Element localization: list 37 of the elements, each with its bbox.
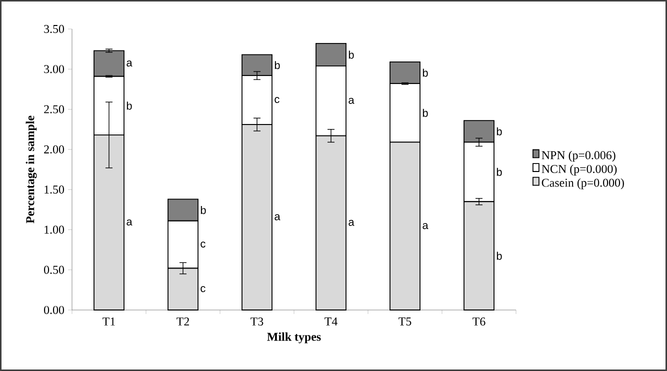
annotation: b <box>422 68 428 77</box>
y-tick-label: 1.00 <box>44 226 64 234</box>
annotation: a <box>348 220 354 226</box>
annotation: b <box>348 50 354 59</box>
x-tick-label: T5 <box>398 318 412 326</box>
legend-label: Casein (p=0.000) <box>542 178 624 190</box>
annotation: b <box>496 168 502 176</box>
annotation: b <box>274 61 280 70</box>
y-tick-label: 0.50 <box>44 266 64 274</box>
annotation: a <box>348 98 354 104</box>
annotation: b <box>496 127 502 136</box>
annotation: a <box>422 223 428 230</box>
x-tick-label: T1 <box>102 318 115 326</box>
y-axis-title: Percentage in sample <box>26 116 37 224</box>
x-axis-title: Milk types <box>267 332 321 344</box>
legend-label: NPN (p=0.006) <box>542 150 616 162</box>
y-tick-label: 3.50 <box>44 24 64 34</box>
annotation: b <box>496 252 502 260</box>
y-tick-label: 3.00 <box>44 65 64 74</box>
legend-label: NCN (p=0.000) <box>542 164 617 176</box>
y-tick-label: 0.00 <box>44 306 64 314</box>
annotation: c <box>200 242 206 248</box>
x-tick-label: T4 <box>324 318 338 326</box>
x-tick-label: T3 <box>250 318 264 326</box>
annotation: c <box>200 286 206 292</box>
y-tick-label: 1.50 <box>44 186 64 194</box>
x-tick-label: T2 <box>176 318 189 326</box>
annotation: a <box>274 214 280 220</box>
annotation: b <box>126 102 132 110</box>
annotation: c <box>274 97 280 104</box>
y-tick-label: 2.00 <box>44 145 64 154</box>
annotation: b <box>200 206 206 214</box>
x-tick-label: T6 <box>472 318 486 326</box>
y-tick-label: 2.50 <box>44 105 64 114</box>
annotation: a <box>126 219 132 226</box>
annotation: b <box>422 108 428 117</box>
annotation: a <box>126 60 132 67</box>
